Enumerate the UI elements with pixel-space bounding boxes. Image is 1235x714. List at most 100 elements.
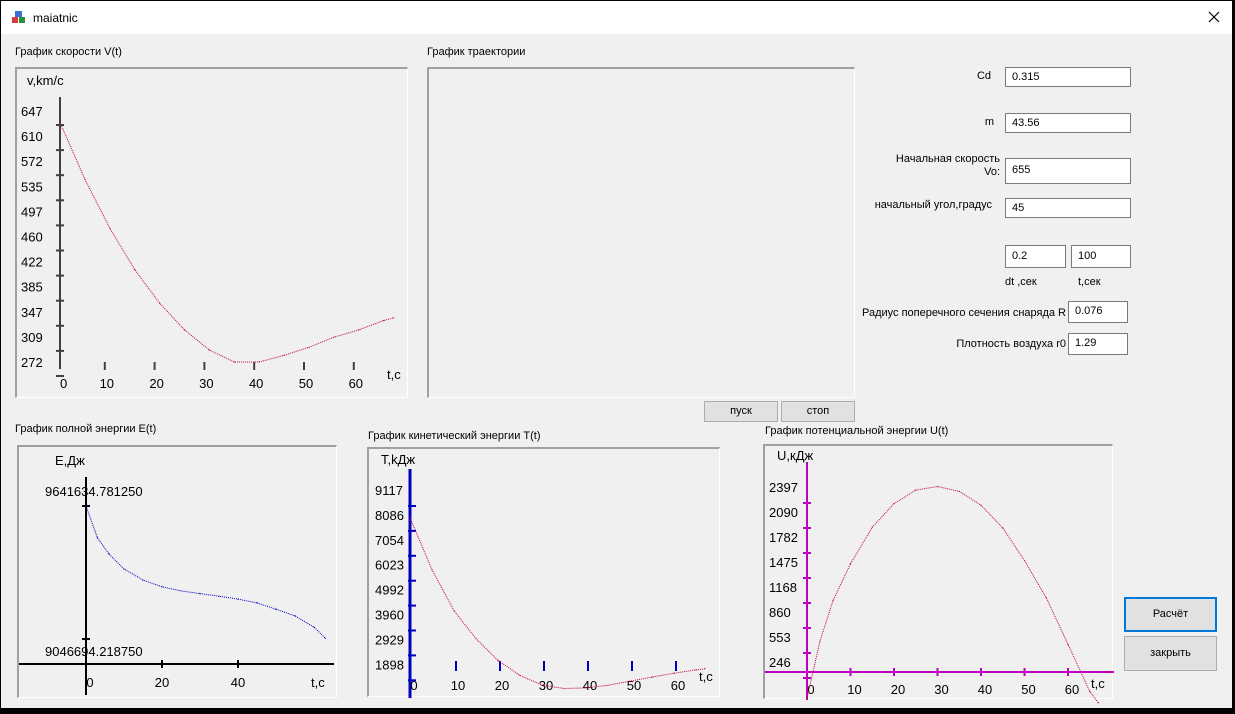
potential-data-point bbox=[958, 490, 960, 492]
energy-y-max-label: 9641634.781250 bbox=[45, 484, 143, 499]
velocity-data-point bbox=[308, 346, 310, 348]
energy-series-line bbox=[85, 505, 326, 639]
radius-field[interactable]: 0.076 bbox=[1068, 301, 1128, 323]
energy-data-point bbox=[199, 593, 201, 595]
kinetic-y-axis-label: T,kДж bbox=[381, 452, 415, 467]
potential-x-tick-label: 0 bbox=[807, 682, 814, 697]
v0-field[interactable]: 655 bbox=[1005, 158, 1131, 184]
kinetic-x-axis-label: t,c bbox=[699, 669, 713, 684]
density-field[interactable]: 1.29 bbox=[1068, 333, 1128, 355]
kinetic-y-tick-label: 8086 bbox=[375, 508, 404, 523]
kinetic-y-tick-label: 4992 bbox=[375, 583, 404, 598]
velocity-y-tick-label: 309 bbox=[21, 330, 43, 345]
potential-y-tick-label: 1168 bbox=[769, 580, 797, 595]
cd-label: Cd bbox=[976, 70, 991, 82]
energy-data-point bbox=[142, 579, 144, 581]
potential-y-tick-label: 1475 bbox=[769, 555, 798, 570]
velocity-y-tick-label: 460 bbox=[21, 230, 43, 245]
kinetic-y-tick-label: 7054 bbox=[375, 533, 404, 548]
potential-data-point bbox=[1067, 643, 1069, 645]
potential-chart-title: График потенциальной энергии U(t) bbox=[765, 425, 949, 437]
kinetic-data-point bbox=[629, 680, 631, 682]
kinetic-data-point bbox=[704, 668, 706, 670]
m-field[interactable]: 43.56 bbox=[1005, 113, 1131, 133]
velocity-data-point bbox=[109, 227, 111, 229]
potential-data-point bbox=[1002, 527, 1004, 529]
potential-data-point bbox=[1097, 702, 1099, 704]
kinetic-y-tick-label: 2929 bbox=[375, 632, 404, 647]
potential-y-tick-label: 2397 bbox=[769, 480, 798, 495]
potential-y-tick-label: 553 bbox=[769, 630, 791, 645]
velocity-data-point bbox=[258, 361, 260, 363]
t-label: t,сек bbox=[1078, 276, 1101, 288]
kinetic-data-point bbox=[519, 674, 521, 676]
potential-data-point bbox=[1089, 690, 1091, 693]
kinetic-x-tick-label: 50 bbox=[627, 678, 641, 693]
kinetic-data-point bbox=[475, 638, 477, 640]
potential-x-tick-label: 40 bbox=[978, 682, 992, 697]
velocity-y-tick-label: 272 bbox=[21, 355, 43, 370]
calculate-button[interactable]: Расчёт bbox=[1124, 597, 1217, 632]
v0-label-line1: Начальная скорость bbox=[895, 153, 1000, 165]
kinetic-x-tick-label: 60 bbox=[671, 678, 685, 693]
close-icon[interactable] bbox=[1197, 1, 1232, 34]
energy-data-point bbox=[294, 615, 296, 617]
velocity-data-point bbox=[358, 329, 360, 331]
potential-data-point bbox=[806, 697, 808, 699]
potential-y-tick-label: 246 bbox=[769, 655, 791, 670]
energy-data-point bbox=[275, 608, 277, 610]
potential-data-point bbox=[1045, 597, 1047, 599]
kinetic-data-point bbox=[541, 684, 543, 686]
potential-chart-svg: U,кДж 2397 2090 1782 1475 1168 860 553 246 0 10 20 3… bbox=[765, 448, 1114, 704]
energy-x-tick-label: 0 bbox=[86, 675, 93, 690]
velocity-y-tick-label: 385 bbox=[21, 280, 43, 295]
energy-data-point bbox=[123, 568, 125, 570]
velocity-y-tick-label: 572 bbox=[21, 154, 43, 169]
velocity-y-tick-label: 347 bbox=[21, 305, 43, 320]
trajectory-chart-title: График траектории bbox=[427, 46, 526, 58]
dt-label: dt ,сек bbox=[1005, 276, 1037, 288]
potential-data-point bbox=[832, 599, 834, 601]
app-icon bbox=[12, 11, 25, 23]
energy-data-point bbox=[324, 637, 326, 639]
kinetic-y-tick-label: 9117 bbox=[375, 483, 403, 498]
velocity-data-point bbox=[84, 178, 86, 180]
m-label: m bbox=[984, 116, 994, 128]
potential-data-point bbox=[980, 504, 982, 506]
t-field[interactable]: 100 bbox=[1071, 245, 1131, 268]
energy-data-point bbox=[85, 505, 87, 507]
potential-data-point bbox=[871, 526, 873, 528]
energy-x-axis-label: t,c bbox=[311, 675, 325, 690]
kinetic-data-point bbox=[651, 676, 653, 678]
velocity-x-tick-label: 40 bbox=[249, 376, 263, 391]
potential-data-point bbox=[893, 503, 895, 505]
potential-x-tick-label: 60 bbox=[1065, 682, 1079, 697]
potential-y-tick-label: 2090 bbox=[769, 505, 798, 520]
velocity-data-point bbox=[183, 329, 186, 331]
energy-x-tick-label: 40 bbox=[231, 675, 245, 690]
angle-field[interactable]: 45 bbox=[1005, 198, 1131, 218]
dt-field[interactable]: 0.2 bbox=[1005, 245, 1066, 268]
stop-button[interactable]: стоп bbox=[781, 401, 855, 422]
energy-data-point bbox=[218, 595, 220, 597]
potential-data-point bbox=[849, 563, 852, 565]
potential-x-tick-label: 10 bbox=[847, 682, 861, 697]
velocity-y-tick-label: 647 bbox=[21, 104, 43, 119]
kinetic-data-point bbox=[409, 517, 411, 519]
close-button[interactable]: закрыть bbox=[1124, 636, 1217, 671]
potential-data-point bbox=[915, 489, 917, 491]
angle-label: начальный угол,градус bbox=[874, 199, 992, 211]
potential-x-axis-label: t,c bbox=[1091, 676, 1105, 691]
start-button[interactable]: пуск bbox=[704, 401, 778, 422]
velocity-data-point bbox=[134, 269, 136, 271]
energy-data-point bbox=[180, 590, 182, 592]
kinetic-y-tick-label: 3960 bbox=[375, 608, 404, 623]
potential-x-tick-label: 50 bbox=[1021, 682, 1035, 697]
velocity-x-tick-label: 10 bbox=[100, 376, 114, 391]
cd-field[interactable]: 0.315 bbox=[1005, 67, 1131, 87]
potential-data-point bbox=[936, 485, 939, 488]
velocity-chart-title: График скорости V(t) bbox=[15, 46, 122, 58]
velocity-x-tick-label: 60 bbox=[349, 376, 363, 391]
energy-chart: E,Дж 9641634.781250 9046694.218750 0 20 40 t,c bbox=[17, 445, 337, 698]
velocity-y-tick-label: 535 bbox=[21, 179, 43, 194]
